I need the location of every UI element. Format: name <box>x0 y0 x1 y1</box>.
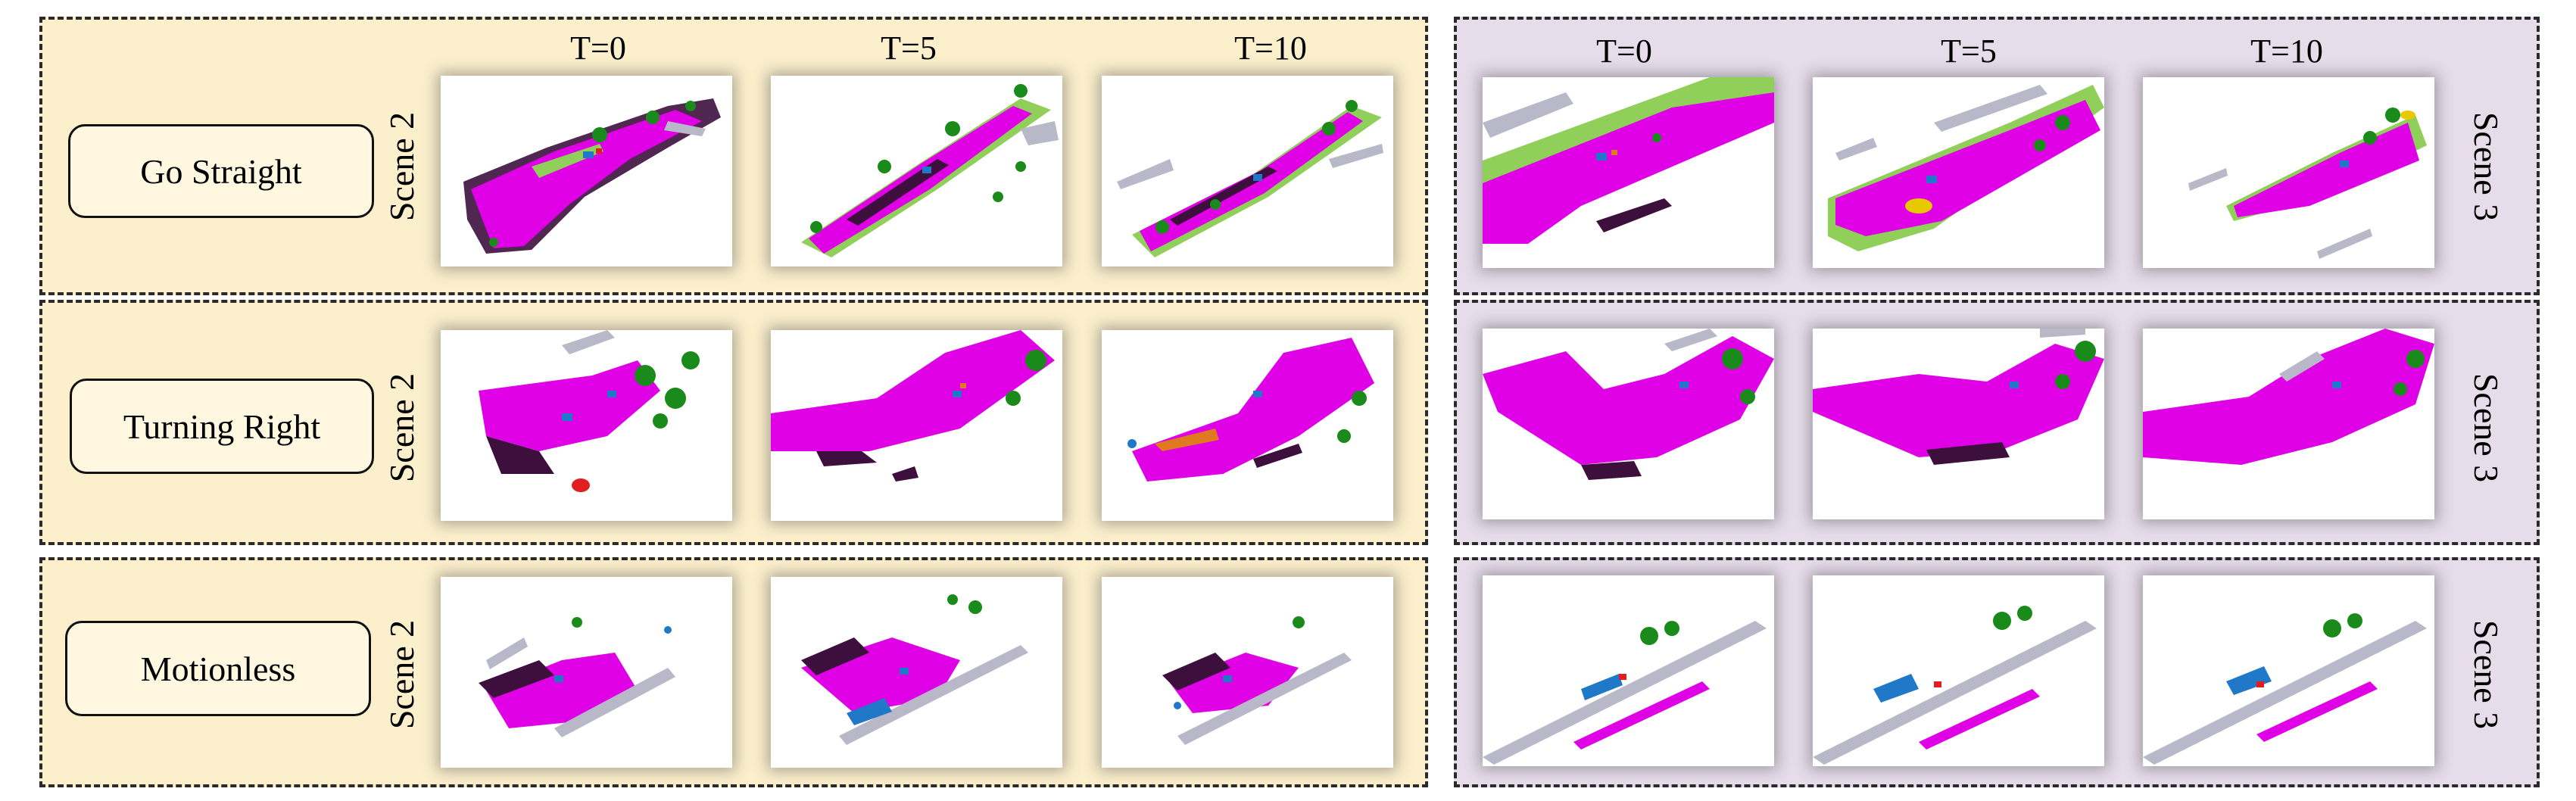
scene-label-left-row-3: Scene 2 <box>382 619 421 730</box>
occupancy-image-motionless-scene-2-t10 <box>1102 577 1393 768</box>
occupancy-image-go-straight-scene-3-t0 <box>1483 77 1774 268</box>
occupancy-render <box>2188 108 2427 259</box>
occupancy-render <box>1483 621 1767 765</box>
occupancy-image-go-straight-scene-2-t0 <box>441 76 732 266</box>
occupancy-render <box>1483 77 1774 244</box>
left-header-t5: T=5 <box>881 30 937 67</box>
occupancy-render <box>1483 329 1774 480</box>
scene-label-right-row-3: Scene 3 <box>2467 619 2506 730</box>
scene-label-left-row-2: Scene 2 <box>382 372 421 483</box>
occupancy-image-go-straight-scene-2-t10 <box>1102 76 1393 266</box>
scene-label-right-row-1: Scene 3 <box>2467 111 2506 222</box>
occupancy-render <box>463 98 721 254</box>
occupancy-image-motionless-scene-2-t0 <box>441 577 732 768</box>
occupancy-render <box>1813 329 2104 465</box>
occupancy-render <box>2143 613 2427 765</box>
occupancy-render <box>1162 616 1352 745</box>
right-header-t10: T=10 <box>2250 33 2323 70</box>
occupancy-render <box>2143 329 2434 465</box>
occupancy-render <box>771 330 1055 482</box>
occupancy-image-turning-right-scene-2-t0 <box>441 330 732 521</box>
occupancy-image-turning-right-scene-2-t10 <box>1102 330 1393 521</box>
left-header-t0: T=0 <box>570 30 626 67</box>
occupancy-render <box>1813 606 2097 765</box>
right-header-t0: T=0 <box>1596 33 1652 70</box>
scene-label-left-row-1: Scene 2 <box>382 111 421 222</box>
occupancy-render <box>801 594 1028 745</box>
occupancy-image-go-straight-scene-2-t5 <box>771 76 1062 266</box>
scene-label-right-row-2: Scene 3 <box>2467 372 2506 483</box>
occupancy-image-turning-right-scene-3-t5 <box>1813 329 2104 519</box>
occupancy-render <box>1127 338 1374 482</box>
occupancy-image-go-straight-scene-3-t10 <box>2143 77 2434 268</box>
occupancy-render <box>801 84 1059 257</box>
occupancy-render <box>1117 100 1383 257</box>
occupancy-render <box>1828 85 2104 251</box>
right-header-t5: T=5 <box>1941 33 1997 70</box>
action-label-turning-right: Turning Right <box>70 379 374 474</box>
occupancy-image-motionless-scene-2-t5 <box>771 577 1062 768</box>
left-header-t10: T=10 <box>1234 30 1307 67</box>
occupancy-image-turning-right-scene-2-t5 <box>771 330 1062 521</box>
action-label-motionless: Motionless <box>65 621 371 716</box>
occupancy-image-motionless-scene-3-t10 <box>2143 575 2434 766</box>
occupancy-image-turning-right-scene-3-t10 <box>2143 329 2434 519</box>
occupancy-image-go-straight-scene-3-t5 <box>1813 77 2104 268</box>
occupancy-image-motionless-scene-3-t5 <box>1813 575 2104 766</box>
occupancy-render <box>479 617 675 737</box>
occupancy-image-motionless-scene-3-t0 <box>1483 575 1774 766</box>
occupancy-image-turning-right-scene-3-t0 <box>1483 329 1774 519</box>
action-label-go-straight: Go Straight <box>68 124 374 218</box>
occupancy-render <box>479 330 700 492</box>
